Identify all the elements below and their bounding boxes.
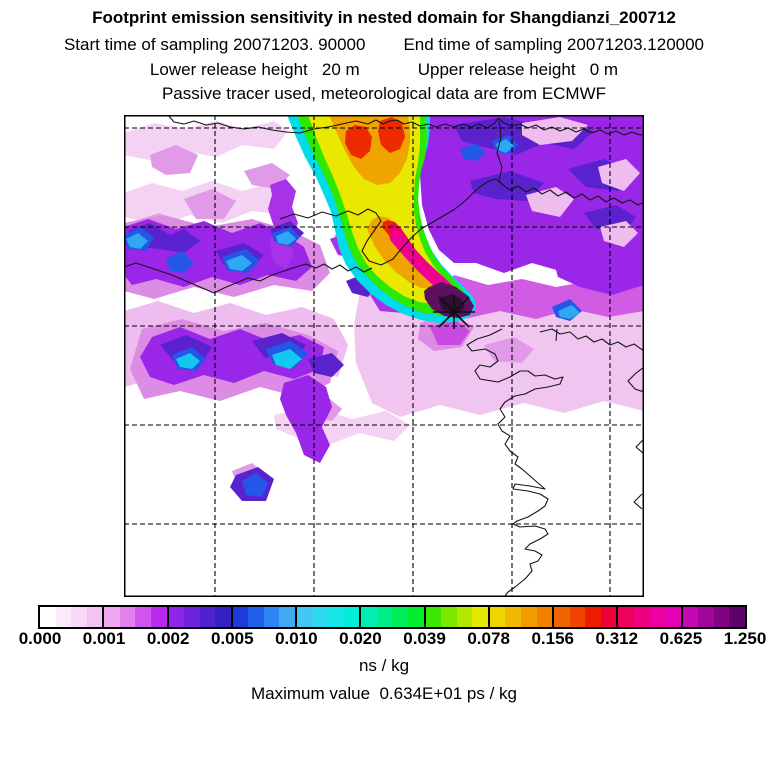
colorbar-ticks: 0.000 0.001 0.002 0.005 0.010 0.020 0.039 0.078…: [0, 629, 768, 649]
colorbar-tick-label: 0.039: [403, 629, 446, 648]
sampling-end-text: End time of sampling 20071203.120000: [403, 35, 705, 54]
colorbar-segment: [552, 607, 617, 627]
sampling-start-text: Start time of sampling 20071203. 90000: [63, 35, 366, 54]
colorbar: [38, 605, 747, 629]
colorbar-segment: [295, 607, 360, 627]
map-border: [124, 115, 644, 597]
colorbar-cell: [328, 607, 344, 627]
coast-northeast: [539, 328, 644, 352]
colorbar-cell: [168, 607, 185, 627]
units-label: ns / kg: [358, 656, 410, 675]
plume: [287, 115, 476, 323]
graticule: [124, 115, 644, 597]
colorbar-tick-label: 0.078: [467, 629, 510, 648]
colorbar-cell: [456, 607, 473, 627]
release-lower-text: Lower release height 20 m: [149, 60, 360, 79]
colorbar-tick-label: 0.010: [275, 629, 318, 648]
tracer-line: Passive tracer used, meteorological data…: [161, 84, 607, 103]
colorbar-cell: [600, 607, 617, 627]
colorbar-cell: [297, 607, 313, 627]
colorbar-tick-label: 0.156: [531, 629, 574, 648]
colorbar-cell: [86, 607, 103, 627]
colorbar-segment: [423, 607, 488, 627]
colorbar-cell: [104, 607, 120, 627]
plume-band-red-top-1: [345, 125, 372, 159]
colorbar-cell: [554, 607, 570, 627]
coast-right-inlets: [627, 366, 644, 510]
colorbar-segment: [487, 607, 553, 627]
colorbar-cell: [472, 607, 488, 627]
colorbar-tick-label: 0.001: [82, 629, 126, 648]
colorbar-segment: [616, 607, 681, 627]
colorbar-cell: [713, 607, 730, 627]
colorbar-cell: [199, 607, 216, 627]
colorbar-cell: [649, 607, 666, 627]
colorbar-cell: [665, 607, 681, 627]
colorbar-cell: [184, 607, 200, 627]
plume-band-red-top-2: [378, 117, 405, 153]
colorbar-cell: [71, 607, 87, 627]
colorbar-cell: [361, 607, 377, 627]
colorbar-cell: [441, 607, 457, 627]
colorbar-cell: [40, 607, 56, 627]
coast-bohai: [466, 328, 564, 597]
colorbar-cell: [150, 607, 167, 627]
footprint-map: [124, 115, 644, 597]
page-title: Footprint emission sensitivity in nested…: [92, 8, 676, 27]
colorbar-segment: [230, 607, 296, 627]
release-upper-text: Upper release height 0 m: [417, 60, 619, 79]
colorbar-cell: [408, 607, 424, 627]
border-middle-east: [279, 178, 644, 266]
colorbar-cell: [55, 607, 72, 627]
colorbar-cell: [536, 607, 553, 627]
colorbar-tick-label: 0.312: [595, 629, 639, 648]
colorbar-cell: [489, 607, 506, 627]
colorbar-cell: [279, 607, 296, 627]
colorbar-cell: [569, 607, 586, 627]
colorbar-cell: [425, 607, 442, 627]
release-line: Lower release height 20 m Upper release h…: [0, 60, 768, 80]
colorbar-cell: [248, 607, 264, 627]
plume-core-max: [439, 294, 465, 314]
colorbar-tick-label: 1.250: [723, 629, 767, 648]
colorbar-cell: [618, 607, 634, 627]
colorbar-cell: [232, 607, 249, 627]
colorbar-cell: [343, 607, 360, 627]
colorbar-cell: [215, 607, 231, 627]
colorbar-cell: [312, 607, 329, 627]
colorbar-cell: [520, 607, 537, 627]
colorbar-cell: [698, 607, 714, 627]
colorbar-cell: [119, 607, 136, 627]
colorbar-tick-label: 0.000: [18, 629, 62, 648]
colorbar-segment: [166, 607, 231, 627]
receptor-star-icon: [433, 295, 475, 329]
colorbar-cell: [263, 607, 280, 627]
colorbar-cell: [505, 607, 521, 627]
colorbar-segment: [40, 607, 103, 627]
colorbar-segment: [359, 607, 424, 627]
border-middle-west: [124, 262, 373, 294]
colorbar-tick-label: 0.625: [659, 629, 703, 648]
colorbar-cell: [682, 607, 699, 627]
sampling-line: Start time of sampling 20071203. 90000 En…: [0, 35, 768, 55]
colorbar-cell: [585, 607, 601, 627]
coastlines: [124, 115, 644, 597]
colorbar-cell: [633, 607, 650, 627]
colorbar-segment: [102, 607, 167, 627]
colorbar-cell: [376, 607, 393, 627]
max-value-line: Maximum value 0.634E+01 ps / kg: [251, 684, 517, 703]
colorbar-tick-label: 0.020: [339, 629, 382, 648]
colorbar-cell: [729, 607, 745, 627]
colorbar-cell: [135, 607, 151, 627]
border-north: [167, 115, 644, 136]
colorbar-cell: [392, 607, 409, 627]
colorbar-segment: [680, 607, 745, 627]
colorbar-tick-label: 0.002: [146, 629, 190, 648]
colorbar-tick-label: 0.005: [210, 629, 254, 648]
